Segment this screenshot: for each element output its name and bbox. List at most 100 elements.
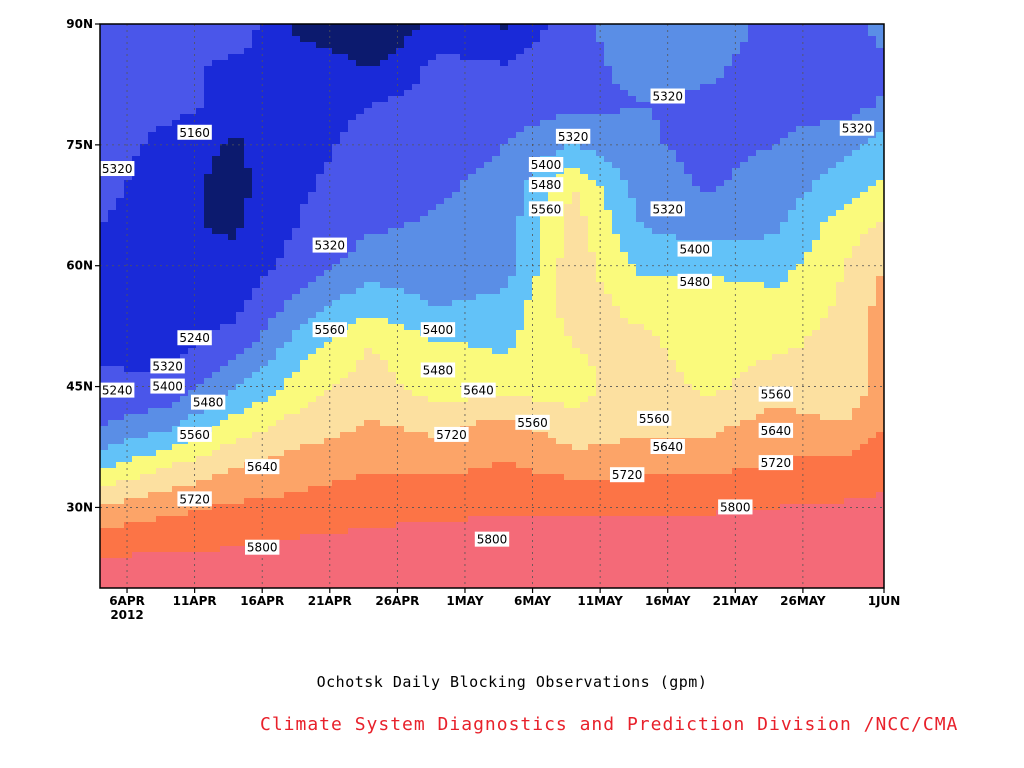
contour-cell [836,234,845,241]
contour-cell [180,36,189,43]
contour-cell [636,306,645,313]
contour-cell [244,180,253,187]
contour-cell [484,228,493,235]
contour-cell [564,162,573,169]
contour-cell [228,216,237,223]
contour-cell [724,72,733,79]
contour-cell [876,282,884,289]
contour-cell [556,240,565,247]
contour-cell [132,264,141,271]
contour-cell [588,156,597,163]
contour-cell [732,210,741,217]
contour-cell [628,258,637,265]
contour-cell [652,144,661,151]
contour-cell [772,90,781,97]
contour-cell [812,192,821,199]
contour-cell [188,54,197,61]
contour-cell [772,48,781,55]
contour-cell [452,306,461,313]
contour-cell [564,270,573,277]
contour-cell [668,84,677,91]
contour-cell [620,288,629,295]
contour-cell [204,144,213,151]
contour-cell [844,270,853,277]
contour-cell [300,30,309,37]
contour-cell [244,114,253,121]
contour-cell [556,312,565,319]
contour-cell [340,252,349,259]
contour-cell [780,318,789,325]
contour-cell [852,258,861,265]
contour-cell [660,150,669,157]
contour-cell [788,246,797,253]
contour-cell [412,126,421,133]
contour-cell [340,144,349,151]
contour-cell [452,96,461,103]
contour-cell [524,270,533,277]
contour-cell [724,30,733,37]
contour-cell [500,66,509,73]
contour-cell [516,150,525,157]
contour-cell [604,144,613,151]
contour-cell [268,180,277,187]
contour-cell [436,42,445,49]
contour-cell [228,222,237,229]
contour-cell [164,162,173,169]
contour-cell [228,258,237,265]
contour-cell [268,282,277,289]
contour-cell [596,150,605,157]
contour-cell [300,180,309,187]
contour-cell [268,174,277,181]
contour-cell [868,246,877,253]
contour-cell [260,180,269,187]
contour-cell [220,60,229,67]
contour-cell [212,294,221,301]
contour-cell [252,150,261,157]
contour-cell [620,258,629,265]
contour-cell [548,36,557,43]
contour-cell [516,72,525,79]
contour-cell [204,192,213,199]
contour-cell [436,228,445,235]
contour-cell [876,108,884,115]
contour-cell [364,114,373,121]
contour-cell [268,252,277,259]
contour-cell [300,300,309,307]
contour-cell [236,318,245,325]
contour-cell [220,264,229,271]
contour-cell [380,66,389,73]
contour-cell [732,306,741,313]
contour-cell [556,108,565,115]
contour-cell [396,294,405,301]
contour-cell [324,54,333,61]
contour-cell [724,264,733,271]
contour-cell [140,210,149,217]
contour-cell [716,78,725,85]
contour-cell [820,96,829,103]
contour-cell [804,66,813,73]
contour-cell [148,306,157,313]
contour-cell [612,36,621,43]
contour-cell [180,270,189,277]
contour-cell [452,150,461,157]
contour-cell [500,228,509,235]
contour-cell [756,246,765,253]
contour-cell [124,246,133,253]
contour-cell [852,276,861,283]
contour-cell [148,156,157,163]
contour-cell [548,48,557,55]
contour-cell [340,138,349,145]
contour-cell [412,48,421,55]
contour-cell [828,216,837,223]
contour-cell [188,30,197,37]
contour-cell [436,210,445,217]
contour-cell [660,186,669,193]
contour-cell [244,36,253,43]
contour-cell [524,192,533,199]
contour-cell [268,228,277,235]
contour-cell [636,324,645,331]
contour-cell [268,270,277,277]
contour-cell [812,318,821,325]
contour-cell [828,288,837,295]
contour-cell [676,144,685,151]
